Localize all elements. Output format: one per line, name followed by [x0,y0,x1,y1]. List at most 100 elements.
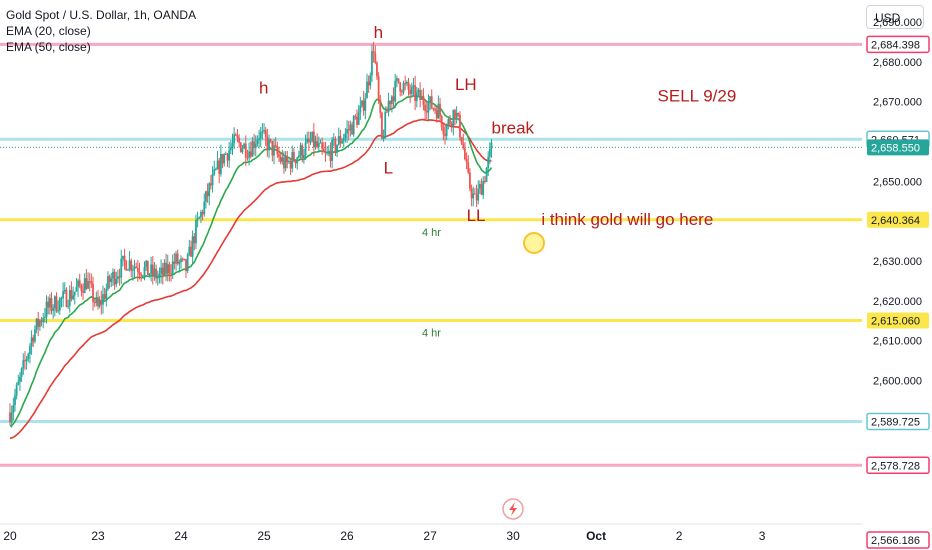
candle-body [110,278,113,283]
candle-body [168,264,171,274]
annotation-label: SELL 9/29 [658,87,737,106]
candle-body [248,151,250,158]
candle-body [176,253,179,264]
candle-body [352,116,355,135]
candle-body [326,151,329,154]
candle-body [306,138,309,143]
candle-body [83,278,86,293]
candle-body [291,152,294,169]
date-axis: 20 23 24 25 26 27 30 Oct 2 3 [0,523,862,543]
candle-body [410,86,413,95]
candle-body [483,181,486,183]
candle-body [487,156,490,169]
candle-body [205,191,207,202]
candle-body [103,294,106,299]
candle-body [78,280,81,286]
candle-body [361,100,363,106]
candle-body [400,91,403,93]
candle-body [299,145,302,156]
level-price-tag-bg [867,312,929,329]
ema-20-line [9,94,493,428]
candle-body [430,96,433,109]
candle-body [263,130,265,132]
candle-body [231,143,234,148]
ema-50-line [9,118,492,440]
candle-body [190,246,192,257]
candle-body [226,153,229,161]
candle-body [349,124,352,131]
candle-body [58,298,61,311]
candle-body [246,157,249,159]
date-tick-label: 2 [676,529,683,543]
annotation-label: LL [467,206,486,225]
level-price-tag-bg [867,211,929,228]
candle-body [319,142,322,144]
candle-body [131,269,134,271]
candle-body [314,141,317,148]
candle-body [332,138,335,141]
level-price-tag: 2,589.725 [871,416,920,428]
candle-body [281,157,284,162]
candle-body [322,148,325,152]
candle-body [276,146,279,155]
date-tick-label: 24 [174,529,188,543]
candle-body [87,281,89,289]
candle-body [459,114,461,138]
candle-body [465,159,468,163]
candle-body [381,112,383,139]
candle-body [312,131,315,148]
candle-body [188,246,191,255]
current-price-tag-bg [867,139,929,156]
date-tick-label: 27 [423,529,437,543]
price-tick-label: 2,680.000 [873,57,922,69]
price-tick-label: 2,600.000 [873,376,922,388]
candle-body [259,132,262,139]
candle-body [72,295,74,300]
candle-body [449,118,451,124]
candle-body [427,102,430,113]
candle-body [181,258,184,260]
candle-body [15,384,18,396]
candle-body [113,271,116,285]
candle-body [435,110,438,119]
date-tick-label: Oct [586,529,606,543]
candle-body [37,318,40,327]
candle-body [447,118,450,126]
candle-body [166,264,169,274]
candle-body [437,103,440,119]
candle-body [221,154,224,164]
candle-body [331,140,334,162]
candle-body [434,108,436,111]
candle-body [153,268,156,276]
candle-body [321,142,324,149]
candle-body [268,139,270,151]
candle-body [62,291,65,299]
candle-body [279,156,282,162]
candle-body [337,135,340,145]
candle-body [405,82,408,84]
candle-body [286,156,289,162]
flash-icon[interactable] [502,498,524,520]
candle-body [394,80,397,102]
candle-body [229,147,232,151]
candle-body [216,160,219,170]
candle-body [351,124,353,135]
level-price-tag-bg [866,35,930,54]
candle-body [284,156,287,169]
candle-body [14,395,16,406]
candle-body [70,290,73,300]
candle-body [98,300,101,307]
candle-body [73,291,76,296]
candle-body [420,95,423,100]
candle-body [77,280,79,288]
candle-body [374,52,377,63]
candle-body [35,318,38,330]
candle-body [256,139,259,144]
currency-selector[interactable]: USD [866,5,924,29]
candle-body [440,115,443,127]
candle-body [97,297,99,307]
candle-body [444,133,446,136]
candle-body [273,145,275,156]
candle-body [469,172,471,189]
